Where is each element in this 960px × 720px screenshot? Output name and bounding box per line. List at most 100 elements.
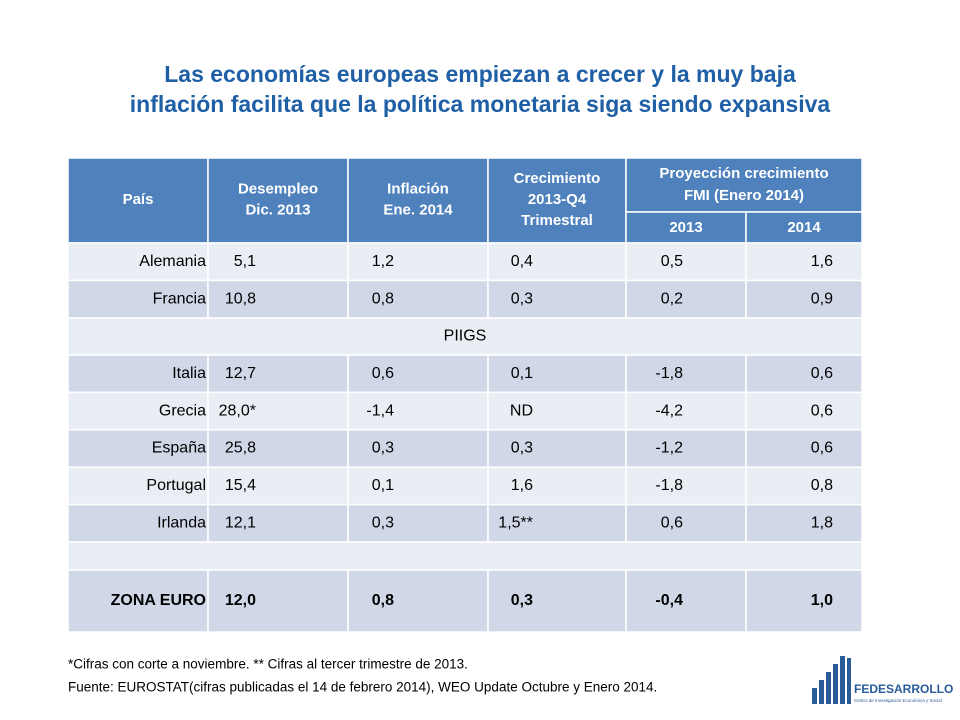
cell-text: 0,1	[511, 365, 533, 382]
cell-text: 0,3	[511, 440, 533, 457]
cell-text: 0,6	[661, 515, 683, 532]
cell	[745, 279, 863, 319]
header-text: Proyección crecimiento	[659, 165, 828, 182]
cell-text: 12,7	[225, 365, 256, 382]
cell	[745, 569, 863, 633]
cell	[347, 429, 489, 468]
cell	[625, 354, 747, 394]
header-text: Crecimiento	[514, 170, 601, 187]
cell-text: 12,1	[225, 515, 256, 532]
cell	[625, 569, 747, 633]
cell	[487, 429, 627, 468]
cell-text: 25,8	[225, 440, 256, 457]
cell-text: 0,8	[372, 592, 394, 609]
cell-text: 10,8	[225, 290, 256, 307]
cell	[207, 279, 349, 319]
cell	[745, 429, 863, 468]
cell-text: 0,9	[811, 290, 833, 307]
cell	[487, 569, 627, 633]
logo-tagline: Centro de Investigación Económica y Soci…	[854, 698, 942, 703]
cell	[347, 354, 489, 394]
blank-row	[67, 541, 863, 571]
cell	[67, 242, 209, 282]
cell-text: -1,8	[655, 477, 683, 494]
cell-text: ND	[510, 402, 533, 419]
cell	[207, 466, 349, 506]
header-cell	[207, 157, 349, 244]
cell	[625, 279, 747, 319]
cell-text: 0,8	[811, 477, 833, 494]
cell-text: 0,6	[811, 365, 833, 382]
cell	[347, 279, 489, 319]
cell	[625, 503, 747, 543]
cell-text: 5,1	[234, 253, 256, 270]
title-line: inflación facilita que la política monet…	[130, 91, 831, 117]
cell-text: 0,3	[511, 290, 533, 307]
section-text: PIIGS	[444, 328, 487, 345]
cell	[67, 354, 209, 394]
logo-name: FEDESARROLLO	[854, 682, 953, 696]
cell-text: 0,1	[372, 477, 394, 494]
cell-text: 1,8	[811, 515, 833, 532]
header-text: Inflación	[387, 180, 449, 197]
header-text: FMI (Enero 2014)	[684, 187, 804, 204]
cell	[207, 503, 349, 543]
cell-text: 0,4	[511, 253, 533, 270]
header-text: Trimestral	[521, 212, 593, 229]
cell	[487, 466, 627, 506]
header-cell	[347, 157, 489, 244]
cell-text: -4,2	[655, 402, 683, 419]
cell-text: Irlanda	[157, 515, 206, 532]
footnote: Fuente: EUROSTAT(cifras publicadas el 14…	[68, 680, 657, 695]
cell	[745, 242, 863, 282]
cell-text: 1,0	[811, 592, 833, 609]
cell-text: 15,4	[225, 477, 256, 494]
cell-text: 28,0*	[219, 402, 256, 419]
header-text: 2013-Q4	[528, 191, 587, 208]
cell	[745, 354, 863, 394]
cell-text: -0,4	[655, 592, 683, 609]
cell	[625, 466, 747, 506]
cell	[745, 503, 863, 543]
header-cell	[67, 157, 209, 244]
cell-text: Francia	[153, 290, 206, 307]
header-text: Desempleo	[238, 180, 318, 197]
cell	[347, 466, 489, 506]
cell-text: -1,8	[655, 365, 683, 382]
cell	[487, 503, 627, 543]
cell-text: ZONA EURO	[111, 592, 206, 609]
header-cell	[487, 157, 627, 244]
cell-text: 0,3	[372, 440, 394, 457]
cell	[625, 242, 747, 282]
table: País Desempleo Dic. 2013 Inflación Ene. 2014…	[67, 157, 863, 633]
cell-text: -1,4	[366, 402, 394, 419]
header-text: País	[123, 191, 154, 208]
cell-text: 1,5**	[498, 515, 533, 532]
cell	[207, 242, 349, 282]
cell	[67, 429, 209, 468]
cell-text: 1,6	[511, 477, 533, 494]
cell-text: Portugal	[146, 477, 206, 494]
cell	[625, 429, 747, 468]
cell	[67, 391, 209, 431]
section-cell	[67, 317, 863, 356]
cell	[207, 429, 349, 468]
cell-text: Alemania	[139, 253, 206, 270]
cell	[347, 569, 489, 633]
cell-text: 0,8	[372, 290, 394, 307]
cell-text: -1,2	[655, 440, 683, 457]
cell-text: Grecia	[159, 402, 206, 419]
cell	[487, 242, 627, 282]
cell-text: 0,6	[811, 440, 833, 457]
cell	[67, 466, 209, 506]
header-cell	[625, 211, 747, 244]
cell-text: España	[152, 440, 206, 457]
cell-text: 0,2	[661, 290, 683, 307]
cell	[347, 503, 489, 543]
cell-text: 0,3	[511, 592, 533, 609]
cell-text: 0,5	[661, 253, 683, 270]
cell	[347, 242, 489, 282]
header-text: Ene. 2014	[383, 201, 453, 218]
header-text: 2014	[787, 219, 821, 236]
